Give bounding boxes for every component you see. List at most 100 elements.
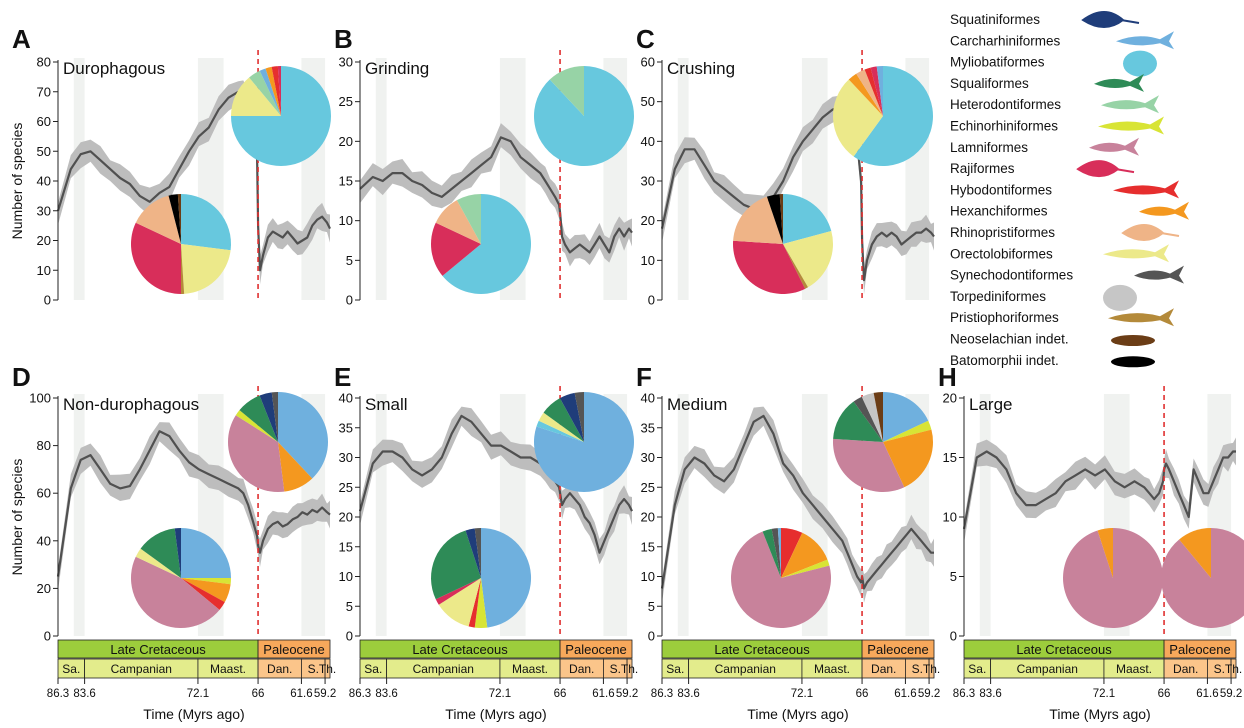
pie-b-2-slice-0 bbox=[442, 194, 531, 294]
pie-a-2-slice-1 bbox=[181, 244, 231, 294]
stage-label: Th. bbox=[1225, 662, 1242, 676]
uncertainty-ribbon bbox=[964, 437, 1236, 544]
pie-f-2-slice-6 bbox=[777, 528, 781, 578]
pie-f-2-slice-0 bbox=[781, 528, 803, 578]
pie-c-1-slice-1 bbox=[832, 79, 883, 157]
x-tick-label: 59.2 bbox=[314, 688, 336, 700]
y-tick-label: 30 bbox=[339, 55, 353, 70]
y-tick-label: 15 bbox=[943, 450, 957, 465]
x-tick-label: 86.3 bbox=[349, 688, 371, 700]
pie-d-1-slice-1 bbox=[278, 442, 313, 492]
x-tick-label: 83.6 bbox=[73, 688, 95, 700]
pie-b-2-slice-3 bbox=[456, 194, 481, 244]
echinorhiniformes-silhouette bbox=[1098, 116, 1164, 135]
era-label: Late Cretaceous bbox=[1016, 642, 1112, 657]
pie-e-1-slice-3 bbox=[543, 398, 584, 442]
x-axis-label: Time (Myrs ago) bbox=[747, 706, 848, 722]
stage-label: Maast. bbox=[512, 662, 548, 676]
x-tick-label: 61.6 bbox=[1196, 688, 1218, 700]
pie-d-2-slice-0 bbox=[181, 528, 231, 578]
pie-d-2-slice-4 bbox=[130, 556, 220, 629]
y-tick-label: 0 bbox=[950, 629, 957, 644]
legend-item: Torpediniformes bbox=[950, 284, 1137, 311]
x-tick-label: 66 bbox=[252, 688, 265, 700]
pie-e-2-slice-2 bbox=[468, 578, 481, 628]
panel-title-b: Grinding bbox=[365, 59, 429, 78]
series-line bbox=[359, 136, 633, 254]
pie-c-2-slice-5 bbox=[766, 194, 783, 244]
shade-band bbox=[375, 394, 387, 636]
legend-item: Squaliformes bbox=[950, 73, 1144, 92]
y-tick-label: 60 bbox=[641, 55, 655, 70]
y-tick-label: 0 bbox=[648, 629, 655, 644]
pie-f-1-slice-3 bbox=[833, 438, 905, 492]
y-tick-label: 80 bbox=[37, 55, 51, 70]
legend-label: Batomorphii indet. bbox=[950, 353, 1059, 368]
y-tick-label: 60 bbox=[37, 114, 51, 129]
legend-item: Synechodontiformes bbox=[950, 265, 1184, 284]
pie-a-2-slice-3 bbox=[131, 222, 181, 294]
heterodontiformes-silhouette bbox=[1101, 95, 1159, 114]
pie-c-1-slice-5 bbox=[870, 66, 883, 116]
pie-f-1-slice-4 bbox=[833, 401, 883, 442]
era-box bbox=[861, 639, 935, 659]
pie-e-2-slice-7 bbox=[474, 528, 481, 578]
pie-d-1-slice-0 bbox=[278, 392, 329, 479]
rhinopristiformes-silhouette bbox=[1121, 224, 1180, 241]
y-tick-label: 40 bbox=[641, 134, 655, 149]
pie-c-1-slice-4 bbox=[864, 67, 883, 116]
pie-chart-b-1 bbox=[533, 65, 634, 167]
y-tick-label: 0 bbox=[346, 293, 353, 308]
y-tick-label: 40 bbox=[37, 533, 51, 548]
pie-a-2-slice-4 bbox=[135, 195, 181, 244]
pie-a-2-slice-0 bbox=[181, 193, 232, 251]
stage-box bbox=[626, 658, 633, 679]
pie-chart-e-2 bbox=[431, 528, 532, 629]
uncertainty-ribbon bbox=[360, 123, 632, 267]
stage-label: Dan. bbox=[267, 662, 292, 676]
x-axis-label: Time (Myrs ago) bbox=[445, 706, 546, 722]
stage-label: Th. bbox=[621, 662, 638, 676]
pie-f-2-slice-3 bbox=[730, 531, 831, 628]
pie-d-2-slice-6 bbox=[140, 528, 181, 578]
stage-label: Campanian bbox=[413, 662, 474, 676]
stage-label: Sa. bbox=[968, 662, 986, 676]
y-tick-label: 10 bbox=[339, 213, 353, 228]
stage-label: Sa. bbox=[666, 662, 684, 676]
y-tick-label: 10 bbox=[641, 569, 655, 584]
pie-h-1-slice-0 bbox=[1063, 527, 1164, 628]
era-box bbox=[257, 639, 331, 659]
y-tick-label: 60 bbox=[37, 486, 51, 501]
legend-label: Heterodontiformes bbox=[950, 97, 1061, 112]
pie-a-1-slice-2 bbox=[249, 70, 281, 116]
panel-b: 0 5 10 15 20 25 30B Grinding bbox=[334, 24, 634, 308]
era-label: Late Cretaceous bbox=[714, 642, 810, 657]
pie-chart-e-1 bbox=[534, 392, 635, 492]
era-label: Paleocene bbox=[867, 642, 928, 657]
pie-f-1-slice-5 bbox=[853, 396, 883, 442]
pie-chart-d-1 bbox=[227, 392, 329, 493]
y-tick-label: 15 bbox=[641, 539, 655, 554]
x-tick-label: 86.3 bbox=[953, 688, 975, 700]
panel-c: 0 10 20 30 40 50 60C Crushing bbox=[636, 24, 935, 308]
panel-letter-e: E bbox=[334, 362, 351, 392]
stage-label: Th. bbox=[923, 662, 940, 676]
y-tick-label: 40 bbox=[641, 391, 655, 406]
x-axis-label: Time (Myrs ago) bbox=[1049, 706, 1150, 722]
series-line bbox=[962, 450, 1236, 530]
stage-label: Th. bbox=[319, 662, 336, 676]
legend-label: Rajiformes bbox=[950, 161, 1015, 176]
shade-band bbox=[979, 394, 991, 636]
legend-item: Pristiophoriformes bbox=[950, 308, 1174, 327]
pie-a-1-slice-4 bbox=[265, 66, 281, 116]
y-tick-label: 20 bbox=[339, 134, 353, 149]
x-tick-label: 72.1 bbox=[489, 688, 511, 700]
legend-label: Rhinopristiformes bbox=[950, 225, 1055, 240]
legend-label: Myliobatiformes bbox=[950, 55, 1045, 70]
legend-item: Myliobatiformes bbox=[950, 50, 1157, 77]
x-tick-label: 83.6 bbox=[375, 688, 397, 700]
stage-label: Dan. bbox=[569, 662, 594, 676]
pie-c-2-slice-1 bbox=[783, 231, 834, 288]
y-tick-label: 35 bbox=[641, 420, 655, 435]
